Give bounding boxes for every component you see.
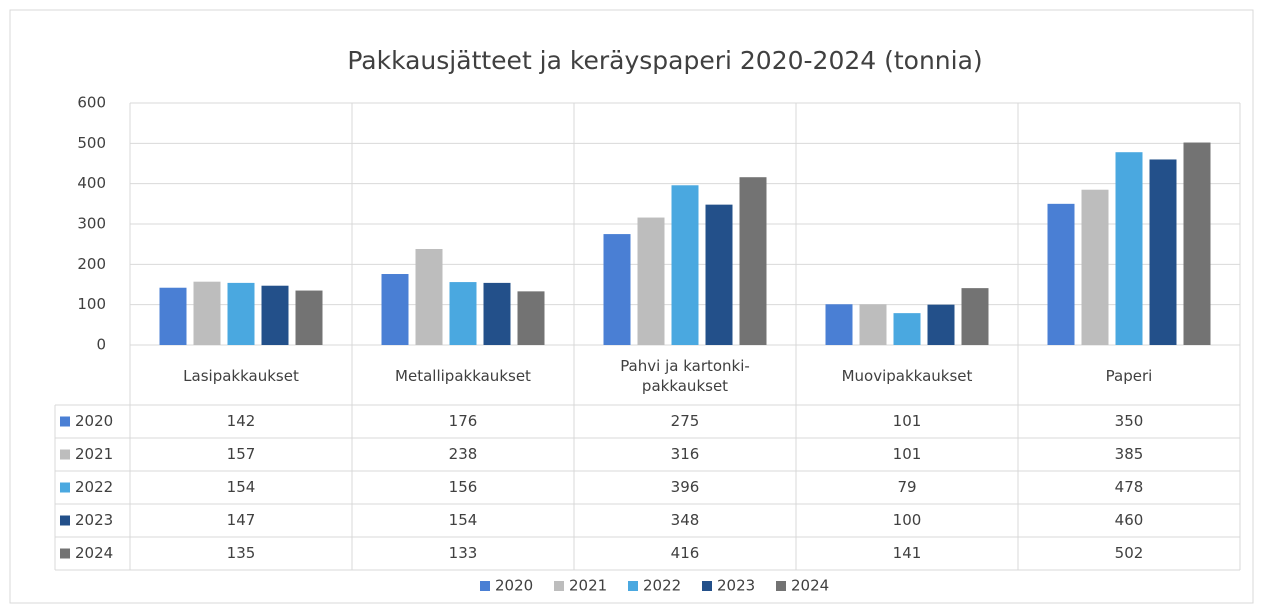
bar — [449, 282, 477, 345]
x-tick-label: Pahvi ja kartonki-pakkaukset — [620, 357, 750, 395]
table-cell: 385 — [1115, 445, 1144, 463]
table-cell: 133 — [449, 544, 478, 562]
table-legend-key — [60, 482, 70, 493]
table-cell: 157 — [227, 445, 256, 463]
table-cell: 460 — [1115, 511, 1144, 529]
table-cell: 275 — [671, 412, 700, 430]
table-row-label: 2022 — [75, 478, 113, 496]
table-row-label: 2020 — [75, 412, 113, 430]
x-tick-label: Metallipakkaukset — [395, 367, 531, 385]
table-cell: 478 — [1115, 478, 1144, 496]
table-cell: 396 — [671, 478, 700, 496]
table-cell: 156 — [449, 478, 478, 496]
chart-title: Pakkausjätteet ja keräyspaperi 2020-2024… — [347, 46, 982, 75]
bar — [381, 274, 409, 345]
bar — [159, 287, 187, 345]
legend-key — [776, 581, 786, 591]
x-tick-label: Muovipakkaukset — [841, 367, 973, 385]
y-tick-label: 400 — [77, 174, 106, 192]
legend-label: 2022 — [643, 577, 681, 595]
legend-key — [480, 581, 490, 591]
table-cell: 348 — [671, 511, 700, 529]
bar — [825, 304, 853, 345]
legend-key — [554, 581, 564, 591]
y-tick-label: 100 — [77, 295, 106, 313]
bar — [1081, 189, 1109, 345]
table-cell: 416 — [671, 544, 700, 562]
bar — [517, 291, 545, 345]
table-row-label: 2024 — [75, 544, 113, 562]
bar — [415, 249, 443, 345]
bar — [705, 204, 733, 345]
y-tick-label: 500 — [77, 134, 106, 152]
x-tick-label: Paperi — [1105, 367, 1153, 385]
table-legend-key — [60, 515, 70, 526]
y-tick-label: 300 — [77, 215, 106, 233]
bar — [261, 285, 289, 345]
table-cell: 79 — [897, 478, 916, 496]
y-tick-label: 200 — [77, 255, 106, 273]
bar — [927, 304, 955, 345]
bar — [961, 288, 989, 345]
legend-label: 2023 — [717, 577, 755, 595]
bar — [603, 234, 631, 345]
bar — [1149, 159, 1177, 345]
table-row-label: 2023 — [75, 511, 113, 529]
table-legend-key — [60, 548, 70, 559]
bar — [859, 304, 887, 345]
bar — [193, 281, 221, 345]
bar — [483, 282, 511, 345]
bar — [1115, 152, 1143, 345]
table-cell: 502 — [1115, 544, 1144, 562]
table-cell: 350 — [1115, 412, 1144, 430]
legend-label: 2020 — [495, 577, 533, 595]
table-cell: 101 — [893, 412, 922, 430]
bar — [893, 313, 921, 345]
legend-key — [628, 581, 638, 591]
table-cell: 141 — [893, 544, 922, 562]
bar — [739, 177, 767, 345]
table-cell: 176 — [449, 412, 478, 430]
table-legend-key — [60, 416, 70, 427]
bar — [295, 290, 323, 345]
bar — [227, 282, 255, 345]
legend-label: 2021 — [569, 577, 607, 595]
table-cell: 154 — [227, 478, 256, 496]
table-cell: 142 — [227, 412, 256, 430]
table-cell: 154 — [449, 511, 478, 529]
y-tick-label: 0 — [96, 336, 106, 354]
table-legend-key — [60, 449, 70, 460]
bar — [637, 217, 665, 345]
table-cell: 316 — [671, 445, 700, 463]
bar — [1047, 203, 1075, 345]
legend-label: 2024 — [791, 577, 829, 595]
table-cell: 238 — [449, 445, 478, 463]
y-tick-label: 600 — [77, 94, 106, 112]
x-tick-label: Lasipakkaukset — [183, 367, 299, 385]
table-cell: 135 — [227, 544, 256, 562]
table-cell: 147 — [227, 511, 256, 529]
table-row-label: 2021 — [75, 445, 113, 463]
bar — [671, 185, 699, 345]
table-cell: 100 — [893, 511, 922, 529]
legend-key — [702, 581, 712, 591]
bar — [1183, 142, 1211, 345]
table-cell: 101 — [893, 445, 922, 463]
